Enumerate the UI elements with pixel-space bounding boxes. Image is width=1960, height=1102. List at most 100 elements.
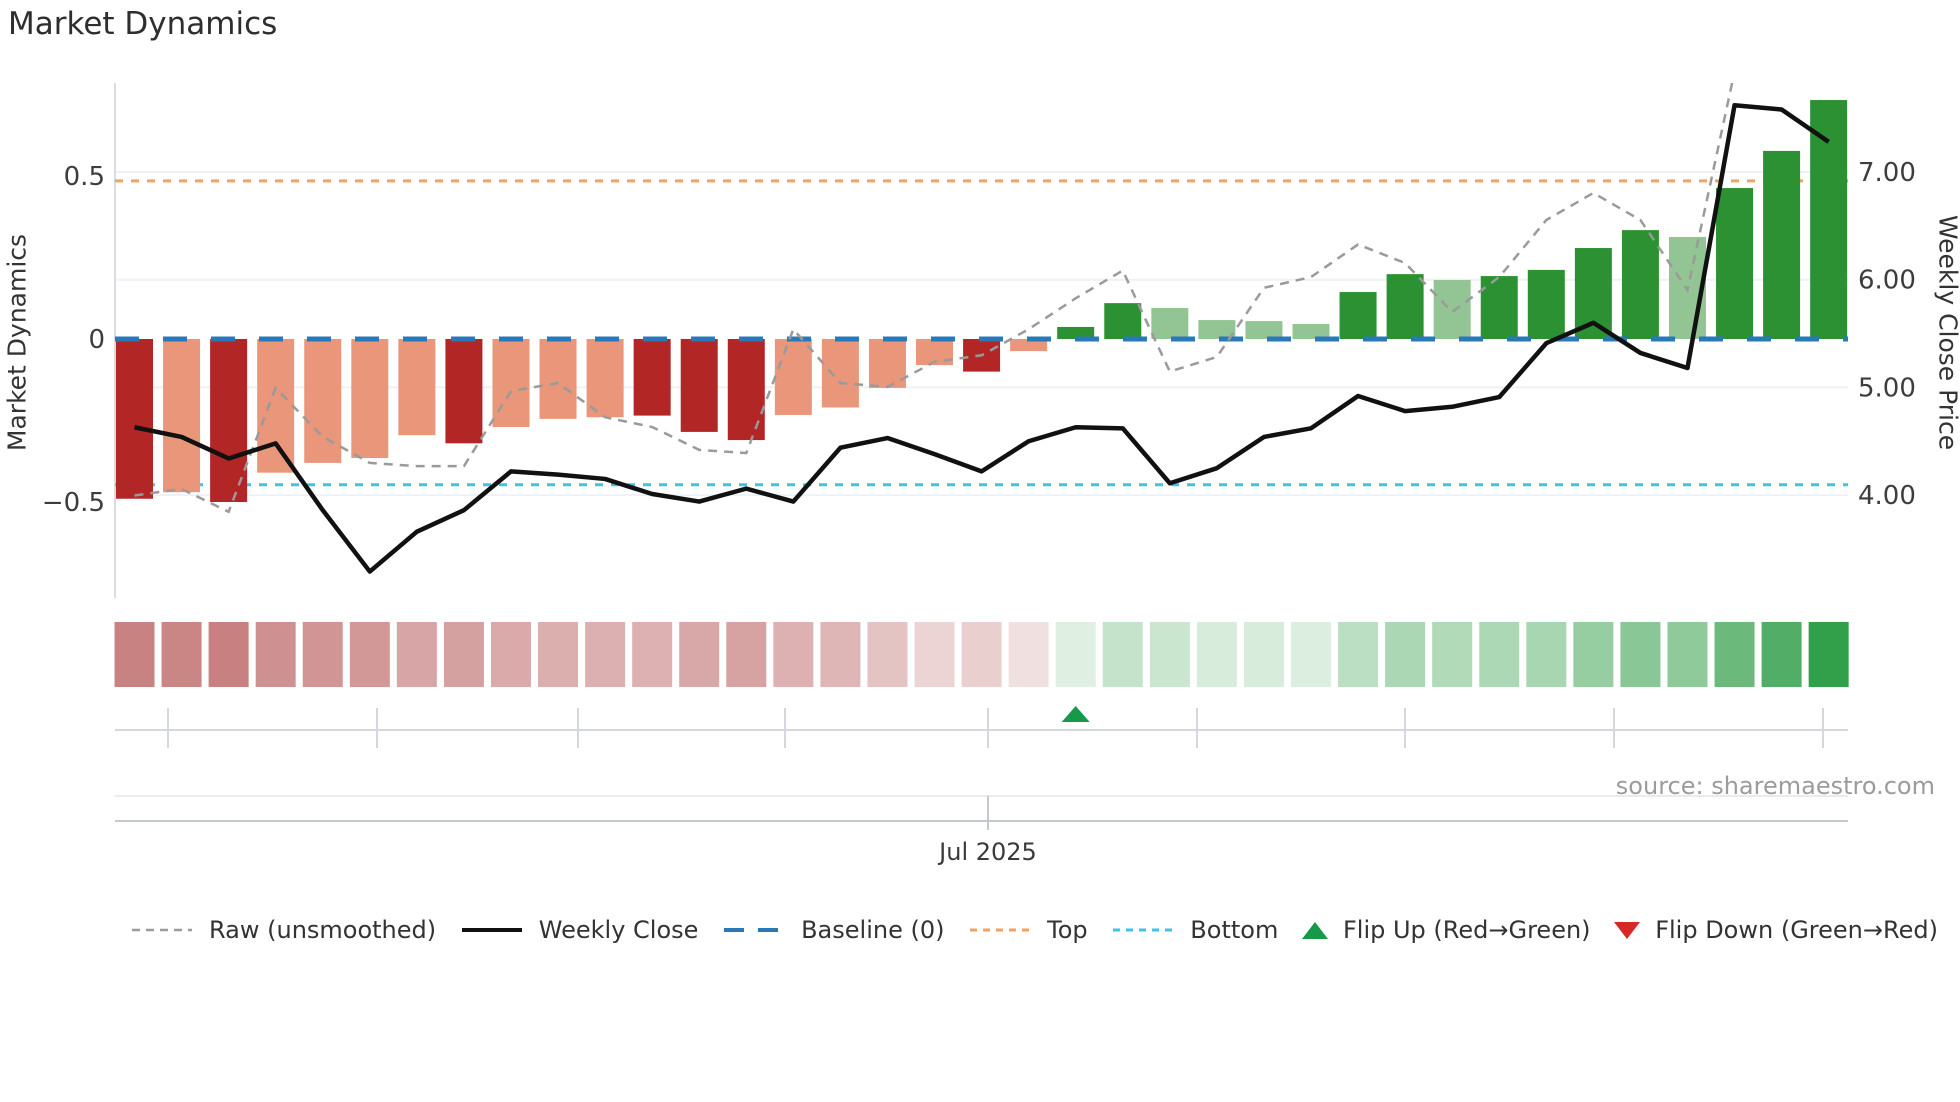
legend-item-baseline: Baseline (0): [722, 916, 944, 944]
bar: [210, 339, 248, 502]
heat-cell: [443, 622, 484, 687]
flip-down-triangle-icon: [1614, 921, 1641, 939]
bar: [351, 339, 389, 458]
bar: [1763, 150, 1801, 339]
bar: [1339, 292, 1377, 339]
heat-cell: [1196, 622, 1237, 687]
legend-item-raw: Raw (unsmoothed): [130, 916, 436, 944]
legend-label: Raw (unsmoothed): [209, 916, 437, 944]
bar: [1151, 308, 1189, 339]
page-title: Market Dynamics: [8, 6, 278, 42]
legend-label: Baseline (0): [801, 916, 945, 944]
legend-item-top: Top: [968, 916, 1088, 944]
heat-cell: [914, 622, 955, 687]
heat-cell: [726, 622, 767, 687]
bar: [1104, 303, 1142, 339]
heat-cell: [396, 622, 437, 687]
heat-cell: [1149, 622, 1190, 687]
legend-item-bottom: Bottom: [1111, 916, 1278, 944]
heat-cell: [255, 622, 296, 687]
bar: [1480, 276, 1518, 339]
legend-item-weekly-close: Weekly Close: [460, 916, 699, 944]
heat-cell: [349, 622, 390, 687]
heat-cell: [1291, 622, 1331, 687]
dynamics-bars: [116, 100, 1848, 502]
legend-label: Flip Up (Red→Green): [1342, 916, 1591, 944]
close-line-swatch-icon: [461, 928, 522, 932]
heat-cell: [1243, 622, 1284, 687]
bar: [868, 339, 906, 388]
legend-item-flip-down: Flip Down (Green→Red): [1614, 916, 1938, 944]
heat-cell: [1526, 622, 1567, 687]
legend-item-flip-up: Flip Up (Red→Green): [1301, 916, 1591, 944]
heat-cell: [208, 622, 249, 687]
heat-cell: [161, 622, 202, 687]
bar: [727, 339, 765, 441]
baseline-swatch-icon: [724, 928, 785, 932]
bar: [1716, 188, 1754, 339]
heat-cell: [820, 622, 861, 687]
heat-cell: [1008, 622, 1049, 687]
legend-label: Weekly Close: [538, 916, 699, 944]
bar: [445, 339, 483, 444]
bar: [1057, 326, 1095, 339]
legend-label: Flip Down (Green→Red): [1655, 916, 1938, 944]
heat-cell: [1432, 622, 1473, 687]
heat-strip: [114, 622, 1849, 687]
right-tick-label: 7.00: [1858, 158, 1916, 188]
bottom-line-swatch-icon: [1113, 928, 1174, 932]
weekly-close-line: [134, 102, 1830, 574]
heat-cell: [490, 622, 531, 687]
bar: [1010, 339, 1048, 352]
bar: [257, 339, 295, 473]
legend-label: Bottom: [1190, 916, 1279, 944]
source-note: source: sharemaestro.com: [1615, 772, 1935, 800]
heat-cell: [538, 622, 579, 687]
bar: [586, 339, 624, 418]
left-tick-label: 0: [88, 325, 105, 355]
market-dynamics-chart: 0.5 0 −0.5 7.00 6.00 5.00 4.00: [42, 83, 1916, 830]
bar: [1433, 279, 1471, 339]
heat-cell: [961, 622, 1002, 687]
heat-cell: [867, 622, 908, 687]
heat-cell: [1385, 622, 1426, 687]
bar: [1386, 274, 1424, 339]
bar: [163, 339, 201, 493]
heat-cell: [1479, 622, 1520, 687]
bar: [1527, 269, 1565, 339]
raw-line-swatch-icon: [132, 928, 192, 932]
heat-cell: [1102, 622, 1143, 687]
flip-up-marker: [1061, 706, 1090, 722]
flip-up-triangle-icon: [1301, 921, 1328, 939]
right-tick-label: 4.00: [1858, 481, 1916, 511]
heat-cell: [1055, 622, 1096, 687]
bar: [1245, 321, 1283, 339]
right-tick-label: 6.00: [1858, 266, 1916, 296]
top-line-swatch-icon: [970, 928, 1031, 932]
legend: Raw (unsmoothed) Weekly Close Baseline (…: [130, 916, 1938, 944]
bar: [633, 339, 671, 416]
marker-axis: [115, 708, 1848, 748]
bar: [1292, 324, 1330, 339]
x-tick-label: Jul 2025: [939, 838, 1037, 866]
bar: [1198, 320, 1236, 339]
heat-cell: [1761, 622, 1802, 687]
heat-cell: [585, 622, 626, 687]
heat-cell: [1573, 622, 1614, 687]
heat-cell: [114, 622, 155, 687]
bar: [116, 339, 153, 499]
heat-cell: [679, 622, 720, 687]
bar: [304, 339, 342, 463]
left-tick-label: 0.5: [64, 162, 105, 192]
heat-cell: [632, 622, 673, 687]
left-tick-label: −0.5: [42, 488, 105, 518]
heat-cell: [302, 622, 343, 687]
bar: [539, 339, 577, 419]
tick-labels: 0.5 0 −0.5 7.00 6.00 5.00 4.00: [42, 158, 1916, 518]
bar: [1810, 100, 1848, 340]
heat-cell: [1338, 622, 1379, 687]
heat-cell: [773, 622, 814, 687]
right-tick-label: 5.00: [1858, 373, 1916, 403]
heat-cell: [1714, 622, 1755, 687]
